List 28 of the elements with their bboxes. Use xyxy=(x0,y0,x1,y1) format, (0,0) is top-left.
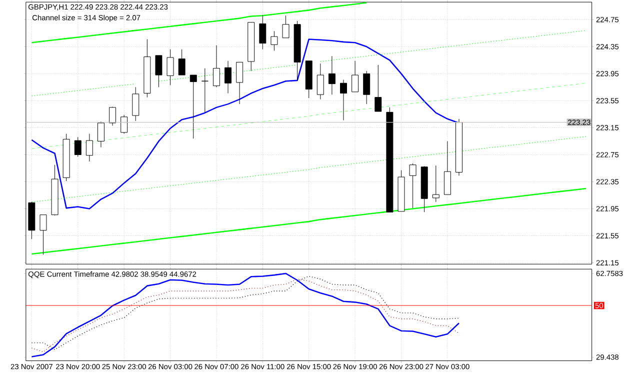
candlestick xyxy=(236,62,244,104)
candlestick xyxy=(374,64,382,112)
candlestick xyxy=(155,55,162,88)
candlestick xyxy=(201,68,208,114)
candlestick xyxy=(259,14,266,50)
candlestick xyxy=(409,163,416,208)
line-series xyxy=(31,38,460,210)
candlestick xyxy=(86,134,93,162)
candlestick xyxy=(97,122,104,148)
candlestick xyxy=(444,141,451,195)
candlestick xyxy=(132,87,140,122)
candlestick xyxy=(270,31,278,52)
candlestick xyxy=(340,80,347,121)
candlestick xyxy=(109,106,116,126)
candlestick xyxy=(432,165,440,202)
candlestick xyxy=(74,137,82,158)
candlestick xyxy=(352,60,359,92)
candlestick xyxy=(282,15,290,38)
candlestick xyxy=(328,56,336,95)
candlestick xyxy=(120,114,128,134)
candlestick xyxy=(166,49,174,86)
candlestick xyxy=(212,45,220,88)
candlestick xyxy=(316,63,324,100)
candlestick xyxy=(40,214,47,256)
candlestick xyxy=(224,60,232,94)
candlestick xyxy=(178,49,186,76)
candlestick xyxy=(363,70,370,104)
candlestick xyxy=(190,74,197,139)
